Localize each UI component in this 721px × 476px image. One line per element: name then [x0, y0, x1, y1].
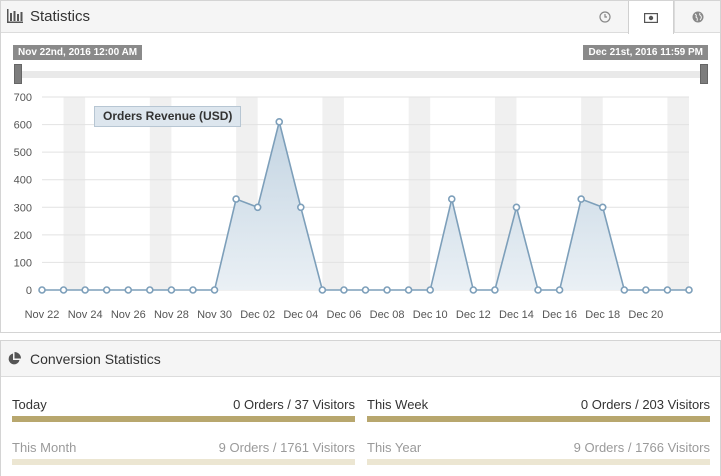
conversion-header: Conversion Statistics — [1, 341, 720, 377]
data-point — [512, 203, 521, 212]
grid-band — [63, 97, 86, 290]
y-tick-label: 100 — [14, 257, 32, 269]
data-point — [189, 286, 197, 294]
data-point — [534, 286, 542, 294]
x-tick-label: Nov 30 — [197, 309, 232, 321]
data-point — [167, 286, 176, 294]
statistics-panel: Statistics Nov 22nd, 2 — [0, 0, 721, 333]
data-point — [124, 286, 133, 294]
y-tick-label: 300 — [14, 202, 32, 214]
grid-band — [667, 97, 689, 290]
conversion-title: Conversion Statistics — [30, 351, 161, 367]
x-tick-label: Dec 02 — [240, 309, 275, 321]
grid-band — [322, 97, 344, 290]
x-tick-label: Dec 14 — [499, 309, 534, 321]
x-tick-label: Nov 24 — [68, 309, 103, 321]
statistics-title: Statistics — [30, 8, 91, 25]
x-tick-label: Dec 20 — [628, 309, 663, 321]
x-tick-label: Dec 10 — [413, 309, 448, 321]
range-start-label: Nov 22nd, 2016 12:00 AM — [13, 45, 143, 60]
grid-band — [408, 97, 431, 290]
money-icon — [644, 12, 658, 23]
x-tick-label: Dec 12 — [456, 309, 491, 321]
data-point — [275, 118, 284, 126]
grid-band — [149, 97, 172, 290]
data-point — [620, 286, 629, 294]
stat-label: This Week — [367, 397, 429, 412]
data-point — [81, 286, 89, 294]
data-point — [642, 286, 650, 294]
data-point — [253, 203, 262, 212]
y-tick-label: 200 — [14, 230, 32, 242]
data-point — [232, 195, 240, 203]
data-point — [296, 203, 305, 212]
y-tick-label: 0 — [26, 285, 32, 297]
stat-label: Today — [12, 397, 47, 412]
clock-icon — [599, 11, 611, 23]
data-point — [577, 195, 585, 203]
range-end-handle[interactable] — [700, 64, 708, 84]
date-range-track[interactable] — [15, 71, 707, 78]
stat-bar — [367, 459, 710, 465]
data-point — [361, 286, 370, 294]
stat-bar — [12, 459, 355, 465]
revenue-chart: 0 100 200 300 400 500 600 700 Nov 22 Nov 24 Nov 26… — [14, 92, 693, 321]
globe-icon — [692, 11, 703, 23]
data-point — [210, 286, 219, 294]
data-point — [38, 286, 46, 294]
x-tick-label: Dec 06 — [327, 309, 362, 321]
data-point — [146, 286, 154, 294]
tab-clock[interactable] — [582, 1, 628, 33]
x-tick-label: Dec 08 — [370, 309, 405, 321]
statistics-header: Statistics — [1, 1, 720, 34]
conversion-panel: Conversion Statistics Today 0 Orders / 3… — [0, 340, 721, 476]
tab-money[interactable] — [628, 1, 674, 34]
chart-legend: Orders Revenue (USD) — [94, 106, 242, 127]
data-point — [340, 286, 348, 294]
x-tick-label: Nov 22 — [25, 309, 60, 321]
statistics-tabs — [582, 1, 720, 34]
y-tick-label: 500 — [14, 147, 32, 159]
y-tick-label: 700 — [14, 92, 32, 104]
y-tick-label: 600 — [14, 120, 32, 132]
range-end-label: Dec 21st, 2016 11:59 PM — [583, 45, 708, 60]
x-tick-label: Dec 16 — [542, 309, 577, 321]
pie-chart-icon — [8, 352, 21, 365]
data-point — [318, 286, 327, 294]
stat-bar — [367, 416, 710, 422]
data-point — [598, 203, 607, 212]
x-tick-label: Nov 26 — [111, 309, 146, 321]
data-point — [491, 286, 499, 294]
data-point — [447, 195, 456, 203]
x-tick-label: Dec 18 — [585, 309, 620, 321]
stat-value: 9 Orders / 1766 Visitors — [573, 440, 710, 455]
stat-value: 9 Orders / 1761 Visitors — [218, 440, 355, 455]
x-tick-label: Dec 04 — [283, 309, 318, 321]
stat-bar — [12, 416, 355, 422]
data-point — [663, 286, 672, 294]
stat-label: This Month — [12, 440, 77, 455]
data-point — [102, 286, 111, 294]
bar-chart-icon — [7, 9, 23, 23]
data-point — [426, 286, 435, 294]
range-start-handle[interactable] — [14, 64, 22, 84]
stat-label: This Year — [367, 440, 422, 455]
data-point — [685, 286, 693, 294]
data-point — [59, 286, 68, 294]
stat-value: 0 Orders / 203 Visitors — [580, 397, 710, 412]
data-point — [555, 286, 564, 294]
data-point — [383, 286, 391, 294]
tab-globe[interactable] — [674, 1, 720, 33]
stat-value: 0 Orders / 37 Visitors — [233, 397, 355, 412]
data-point — [469, 286, 478, 294]
x-tick-label: Nov 28 — [154, 309, 189, 321]
data-point — [404, 286, 413, 294]
y-tick-label: 400 — [14, 175, 32, 187]
